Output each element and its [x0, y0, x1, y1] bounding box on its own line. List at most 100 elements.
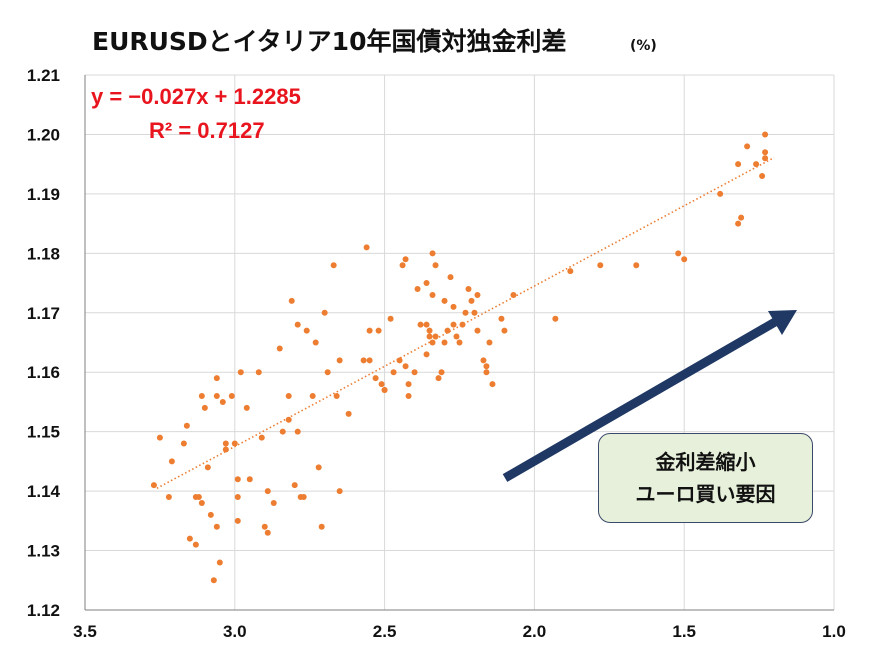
data-point [213, 393, 220, 399]
data-point [279, 428, 286, 435]
chart-title-unit: (%) [630, 38, 657, 54]
data-point [450, 321, 457, 328]
data-point [204, 464, 211, 471]
data-point [390, 369, 397, 376]
data-point [396, 357, 403, 364]
data-point [759, 173, 766, 180]
data-point [207, 511, 214, 518]
callout-line-1: 金利差縮小 [655, 450, 756, 474]
data-point [345, 410, 352, 417]
data-point [435, 375, 442, 382]
data-point [264, 529, 271, 536]
data-point [633, 262, 640, 269]
data-point [432, 262, 439, 269]
data-point [483, 363, 490, 370]
data-point [486, 339, 493, 346]
data-point [156, 434, 163, 441]
data-point [441, 339, 448, 346]
data-point [717, 190, 724, 197]
data-point [450, 303, 457, 310]
data-point [291, 482, 298, 489]
y-tick-label: 1.14 [27, 482, 61, 501]
data-point [300, 494, 307, 501]
chart-title: EURUSDとイタリア10年国債対独金利差 [92, 27, 566, 56]
data-point [294, 428, 301, 435]
data-point [192, 541, 199, 548]
data-point [735, 161, 742, 168]
x-axis-ticks: 3.5 3.0 2.5 2.0 1.5 1.0 [73, 622, 846, 641]
arrow-shaft [502, 318, 778, 482]
data-point [459, 321, 466, 328]
data-point [414, 286, 421, 292]
x-tick-label: 3.0 [223, 622, 247, 641]
y-tick-label: 1.15 [27, 423, 60, 442]
data-point [231, 440, 238, 447]
data-point [333, 393, 340, 399]
data-point [762, 131, 769, 138]
data-point [372, 375, 379, 382]
data-point [402, 363, 409, 370]
data-point [285, 393, 292, 399]
data-point [213, 523, 220, 530]
data-point [150, 482, 157, 489]
data-point [444, 327, 451, 334]
data-point [483, 369, 490, 376]
data-point [471, 309, 478, 316]
data-point [426, 327, 433, 334]
data-point [321, 309, 328, 316]
data-point [501, 327, 508, 334]
data-point [441, 297, 448, 304]
data-point [165, 494, 172, 501]
x-tick-label: 1.0 [822, 622, 846, 641]
data-point [738, 214, 745, 221]
data-point [429, 291, 436, 298]
data-point [381, 387, 388, 394]
data-point [168, 458, 175, 465]
data-point [216, 559, 223, 566]
data-point [426, 333, 433, 340]
data-point [366, 327, 373, 334]
data-point [405, 393, 412, 399]
data-point [453, 333, 460, 340]
callout-box: 金利差縮小 ユーロ買い要因 [598, 433, 813, 523]
data-point [762, 149, 769, 156]
data-point [429, 339, 436, 346]
data-point [309, 393, 316, 399]
data-point [402, 256, 409, 263]
y-tick-label: 1.16 [27, 363, 60, 382]
data-point [201, 404, 208, 411]
data-point [417, 321, 424, 328]
data-point [234, 517, 241, 524]
x-tick-label: 3.5 [73, 622, 97, 641]
data-point [198, 393, 205, 399]
data-point [552, 315, 559, 322]
data-point [498, 315, 505, 322]
data-point [228, 393, 235, 399]
x-tick-label: 1.5 [672, 622, 696, 641]
data-point [210, 577, 217, 584]
data-point [387, 315, 394, 322]
callout-line-2: ユーロ買い要因 [635, 482, 776, 506]
data-point [324, 369, 331, 376]
data-point [423, 280, 430, 287]
y-tick-label: 1.18 [27, 244, 60, 263]
data-point [681, 256, 688, 263]
data-point [489, 381, 496, 388]
data-point [183, 422, 190, 429]
data-point [465, 286, 472, 292]
data-point [276, 345, 283, 352]
x-tick-label: 2.5 [373, 622, 397, 641]
data-point [432, 333, 439, 340]
data-point [213, 375, 220, 382]
arrow-head [768, 310, 797, 335]
data-point [318, 523, 325, 530]
data-point [474, 291, 481, 298]
data-point [411, 369, 418, 376]
data-point [447, 274, 454, 281]
data-point [234, 476, 241, 483]
y-tick-label: 1.20 [27, 125, 60, 144]
data-point [186, 535, 193, 542]
data-point [330, 262, 337, 269]
data-point [378, 381, 385, 388]
